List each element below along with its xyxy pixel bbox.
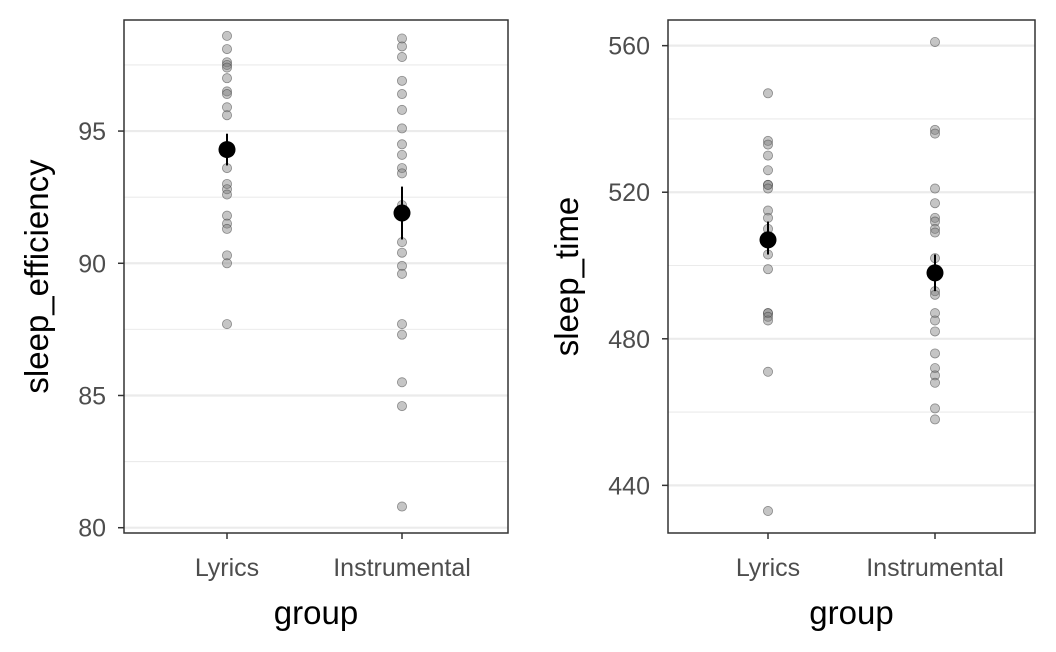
y-tick-label: 95 (78, 118, 106, 146)
data-point (763, 205, 774, 216)
data-point (763, 212, 774, 223)
data-point (221, 86, 232, 97)
panel-border (667, 19, 1036, 534)
y-tick-label: 520 (608, 179, 650, 207)
data-point (396, 377, 407, 388)
data-point (930, 315, 941, 326)
data-point (763, 264, 774, 275)
y-axis-title: sleep_time (548, 197, 585, 357)
data-point (930, 124, 941, 135)
data-point (221, 178, 232, 189)
data-point (930, 36, 941, 47)
x-axis-title: group (274, 594, 358, 631)
data-point (396, 163, 407, 174)
data-point (221, 189, 232, 200)
data-point (221, 73, 232, 84)
data-point (221, 59, 232, 70)
data-point (396, 104, 407, 115)
data-point (221, 62, 232, 73)
data-point (763, 88, 774, 99)
mean-point (926, 264, 944, 282)
data-point (396, 149, 407, 160)
data-point (763, 183, 774, 194)
data-point (930, 198, 941, 209)
data-point (221, 57, 232, 68)
x-tick-label: Instrumental (333, 554, 471, 582)
mean-point (393, 204, 411, 222)
data-point (763, 308, 774, 319)
data-point (396, 33, 407, 44)
data-point (396, 319, 407, 330)
data-point (396, 268, 407, 279)
chart-panel-2: 440 480 520 560 Lyrics Instrumental group sleep… (548, 19, 1036, 631)
data-point (221, 102, 232, 113)
y-tick-label: 440 (608, 472, 650, 500)
y-tick-label: 560 (608, 33, 650, 61)
data-point (930, 223, 941, 234)
data-point (763, 135, 774, 146)
x-tick-label: Lyrics (736, 554, 800, 582)
data-point (221, 210, 232, 221)
y-axis-title: sleep_efficiency (18, 159, 55, 394)
data-point (763, 366, 774, 377)
mean-point (218, 141, 236, 159)
data-point (396, 247, 407, 258)
data-point (930, 377, 941, 388)
data-point (221, 44, 232, 55)
data-point (930, 363, 941, 374)
data-point (396, 139, 407, 150)
data-point (930, 370, 941, 381)
x-tick-label: Lyrics (195, 554, 259, 582)
chart-panel-1: 80 85 90 95 Lyrics Instrumental group sleep_eff… (18, 19, 509, 631)
data-point (396, 501, 407, 512)
data-point (930, 414, 941, 425)
data-point (930, 403, 941, 414)
data-point (396, 401, 407, 412)
data-point (221, 250, 232, 261)
data-point (221, 30, 232, 41)
data-point (930, 183, 941, 194)
data-point (763, 150, 774, 161)
data-point (930, 308, 941, 319)
data-point (396, 168, 407, 179)
y-tick-label: 90 (78, 250, 106, 278)
x-tick-label: Instrumental (866, 554, 1004, 582)
data-point (930, 227, 941, 238)
data-point (396, 41, 407, 52)
data-point (930, 128, 941, 139)
data-point (221, 223, 232, 234)
mean-point (759, 231, 777, 249)
y-tick-label: 80 (78, 515, 106, 543)
data-point (221, 184, 232, 195)
data-point (930, 289, 941, 300)
data-point (930, 212, 941, 223)
data-point (930, 348, 941, 359)
data-point (221, 110, 232, 121)
data-point (396, 329, 407, 340)
data-point (763, 165, 774, 176)
data-point (221, 258, 232, 269)
data-point (763, 311, 774, 322)
data-point (763, 506, 774, 517)
data-point (221, 218, 232, 229)
x-axis-title: group (809, 594, 893, 631)
data-point (763, 179, 774, 190)
data-point (221, 89, 232, 100)
data-point (396, 89, 407, 100)
data-point (396, 75, 407, 86)
data-point (763, 139, 774, 150)
data-point (930, 216, 941, 227)
data-point (396, 260, 407, 271)
y-tick-label: 85 (78, 382, 106, 410)
data-point (221, 319, 232, 330)
data-point (763, 315, 774, 326)
data-point (396, 52, 407, 63)
panel-border (123, 19, 509, 534)
data-point (930, 326, 941, 337)
data-point (396, 123, 407, 134)
y-tick-label: 480 (608, 326, 650, 354)
